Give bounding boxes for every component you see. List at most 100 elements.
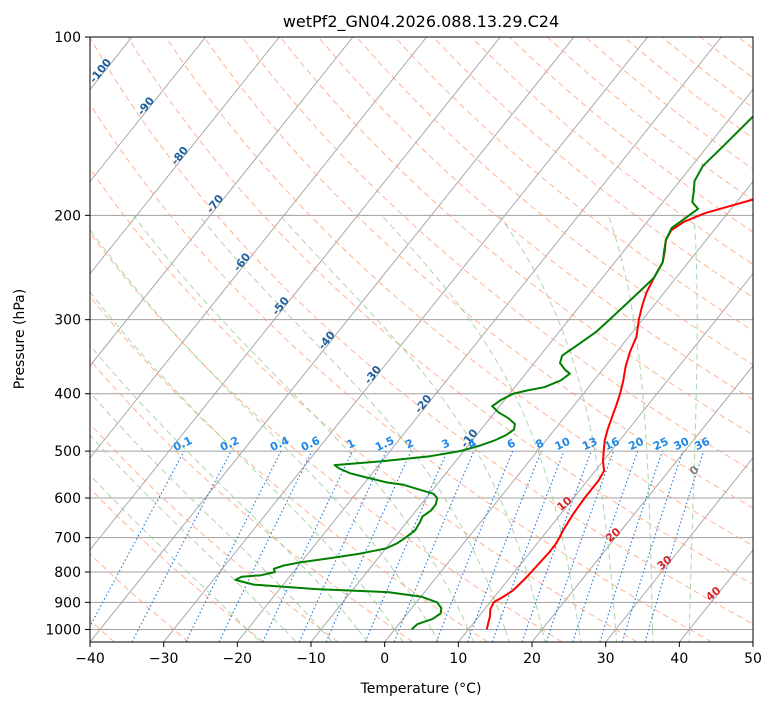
mixing-ratio-line: [521, 450, 592, 642]
y-tick-label: 700: [54, 531, 81, 547]
mixing-ratio-line: [218, 450, 313, 642]
dry-adiabat: [318, 37, 753, 401]
x-tick-label: 50: [744, 651, 762, 667]
mixing-ratio-line: [545, 450, 614, 642]
isotherm-line: [90, 37, 575, 642]
y-tick-label: 300: [54, 313, 81, 329]
dry-adiabat: [203, 37, 753, 509]
isotherm-line: [384, 180, 753, 642]
x-tick-label: 30: [597, 651, 615, 667]
x-tick-label: −10: [296, 651, 326, 667]
moist-adiabat: [541, 629, 546, 642]
moist-adiabat: [467, 629, 475, 642]
mixing-ratio-line: [621, 450, 684, 642]
plot-frame: [89, 36, 754, 643]
moist-adiabat: [320, 629, 333, 642]
mixing-ratio-line: [131, 450, 232, 642]
mixing-ratio-line: [364, 450, 448, 642]
y-tick-label: 600: [54, 491, 81, 507]
dry-adiabat: [90, 231, 563, 642]
dry-adiabat: [127, 37, 753, 586]
chart-title: wetPf2_GN04.2026.088.13.29.C24: [283, 12, 559, 32]
dry-adiabat: [90, 423, 339, 642]
series-layer: [234, 115, 753, 631]
isotherm-line: [531, 365, 753, 642]
dry-adiabat: [90, 295, 488, 642]
isotherm-line: [457, 272, 753, 642]
y-tick-label: 500: [54, 444, 81, 460]
y-axis-label: Pressure (hPa): [12, 289, 28, 389]
x-tick-label: 40: [670, 651, 688, 667]
x-axis: −40 −30 −20 −10 0 10 20 30 40 50: [75, 642, 762, 667]
dry-adiabat: [356, 37, 753, 366]
x-tick-label: 0: [380, 651, 389, 667]
mixing-ratio-label: 25: [651, 435, 670, 453]
mixing-ratio-line: [644, 450, 705, 642]
mixing-ratio-label: 20: [627, 435, 647, 453]
moist-adiabat: [90, 228, 432, 630]
mixing-ratio-label: 36: [692, 435, 712, 453]
moist-adiabat: [90, 291, 396, 630]
mixing-ratio-line: [185, 450, 282, 642]
moist-adiabat: [607, 215, 653, 630]
x-tick-label: −30: [149, 651, 179, 667]
moist-adiabat: [90, 474, 248, 630]
x-tick-label: 10: [449, 651, 467, 667]
mixing-ratio-line: [599, 450, 663, 642]
moist-adiabat: [283, 629, 297, 642]
profile-line-2: [234, 115, 753, 631]
mixing-ratio-line: [466, 450, 542, 642]
moist-adiabat: [615, 629, 618, 642]
moist-adiabat: [90, 434, 285, 630]
dry-adiabat: [165, 37, 753, 547]
moist-adiabat: [578, 629, 582, 642]
isotherm-line: [163, 37, 649, 642]
y-tick-label: 400: [54, 387, 81, 403]
moist-adiabat: [504, 629, 510, 642]
isotherm-line: [90, 37, 207, 183]
mixing-ratio-line: [435, 450, 514, 642]
isotherm-line: [90, 37, 280, 275]
isotherm-line: [236, 37, 722, 642]
moist-adiabat: [357, 629, 369, 642]
x-tick-label: −20: [223, 651, 253, 667]
x-tick-label: −40: [75, 651, 105, 667]
moist-adiabat: [198, 214, 506, 630]
dry-adiabat: [90, 103, 712, 642]
isotherm-line: [605, 457, 753, 642]
dry-adiabat: [394, 37, 753, 332]
moist-adiabat: [247, 629, 261, 642]
x-tick-label: 20: [523, 651, 541, 667]
mixing-ratio-label: 10: [553, 435, 573, 453]
dry-adiabat: [90, 553, 190, 642]
dry-adiabat: [90, 359, 414, 642]
moist-adiabat: [90, 391, 322, 630]
y-tick-label: 900: [54, 595, 81, 611]
moist-adiabat: [498, 215, 617, 630]
mixing-ratio-line: [572, 450, 639, 642]
moist-adiabat: [90, 344, 359, 630]
y-tick-label: 1000: [45, 622, 81, 638]
isotherm-line: [90, 37, 428, 459]
moist-adiabat: [132, 214, 469, 630]
mixing-ratio-label: 13: [580, 435, 599, 453]
mixing-ratio-line: [491, 450, 565, 642]
moist-adiabat: [688, 215, 698, 630]
profile-line-1: [485, 198, 753, 630]
y-tick-label: 800: [54, 565, 81, 581]
isotherm-line: [90, 37, 501, 551]
mixing-ratio-label: 16: [602, 435, 622, 453]
isotherm-line: [90, 37, 354, 367]
dry-adiabat: [90, 167, 638, 642]
y-tick-label: 100: [54, 30, 81, 46]
moist-adiabat: [394, 629, 404, 642]
moist-adiabat: [431, 629, 439, 642]
x-axis-label: Temperature (°C): [360, 681, 482, 697]
mixing-ratio-label: 30: [672, 435, 692, 453]
y-axis: 1000 900 800 700 600 500 400 300 200 100: [45, 30, 90, 638]
isotherm-labels: -100-90-80-70-60-50-40-30-20-100.1 0.2 0.4…: [90, 56, 724, 604]
background-lines: [90, 37, 753, 642]
dry-adiabat: [90, 37, 753, 625]
